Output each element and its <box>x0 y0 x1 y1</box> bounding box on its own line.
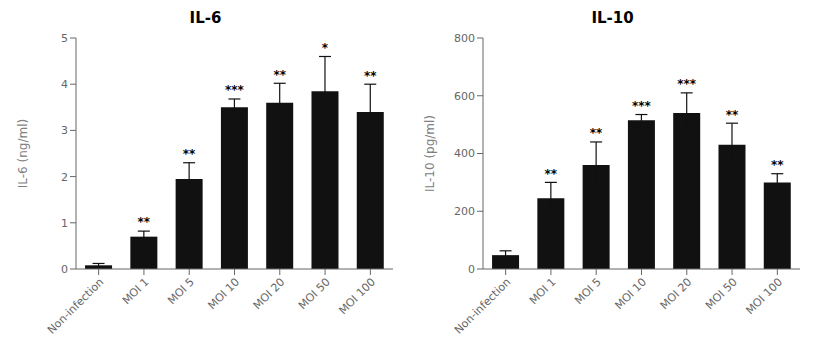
svg-text:**: ** <box>183 147 196 161</box>
svg-text:**: ** <box>726 108 739 122</box>
svg-text:Non-infection: Non-infection <box>45 275 106 336</box>
svg-text:0: 0 <box>468 263 475 276</box>
svg-text:MOI 1: MOI 1 <box>527 275 559 307</box>
svg-text:4: 4 <box>61 78 68 91</box>
svg-text:***: *** <box>677 77 697 91</box>
svg-text:MOI 20: MOI 20 <box>658 275 695 312</box>
svg-text:**: ** <box>273 68 286 82</box>
svg-text:**: ** <box>364 69 377 83</box>
svg-text:200: 200 <box>454 205 475 218</box>
svg-text:5: 5 <box>61 32 68 45</box>
svg-text:800: 800 <box>454 32 475 45</box>
svg-text:1: 1 <box>61 217 68 230</box>
svg-text:**: ** <box>138 215 151 229</box>
svg-text:**: ** <box>771 158 784 172</box>
svg-text:MOI 100: MOI 100 <box>336 275 378 317</box>
svg-text:600: 600 <box>454 90 475 103</box>
svg-text:0: 0 <box>61 263 68 276</box>
svg-text:MOI 50: MOI 50 <box>296 275 333 312</box>
svg-text:400: 400 <box>454 147 475 160</box>
svg-text:MOI 20: MOI 20 <box>251 275 288 312</box>
svg-text:MOI 10: MOI 10 <box>205 275 242 312</box>
svg-text:IL-10 (pg/ml): IL-10 (pg/ml) <box>423 115 437 192</box>
svg-text:3: 3 <box>61 124 68 137</box>
svg-text:*: * <box>322 41 329 55</box>
svg-text:MOI 5: MOI 5 <box>165 275 197 307</box>
svg-text:MOI 1: MOI 1 <box>120 275 152 307</box>
svg-text:2: 2 <box>61 171 68 184</box>
svg-text:MOI 5: MOI 5 <box>572 275 604 307</box>
svg-text:IL-6 (ng/ml): IL-6 (ng/ml) <box>16 119 30 188</box>
svg-text:***: *** <box>632 99 652 113</box>
svg-text:**: ** <box>590 126 603 140</box>
svg-text:**: ** <box>545 167 558 181</box>
svg-text:MOI 10: MOI 10 <box>612 275 649 312</box>
svg-text:MOI 50: MOI 50 <box>703 275 740 312</box>
html-text:IL-6: IL-6 <box>189 9 222 27</box>
svg-text:Non-infection: Non-infection <box>452 275 513 336</box>
html-text:IL-10: IL-10 <box>591 9 634 27</box>
svg-text:***: *** <box>225 83 245 97</box>
svg-text:MOI 100: MOI 100 <box>743 275 785 317</box>
